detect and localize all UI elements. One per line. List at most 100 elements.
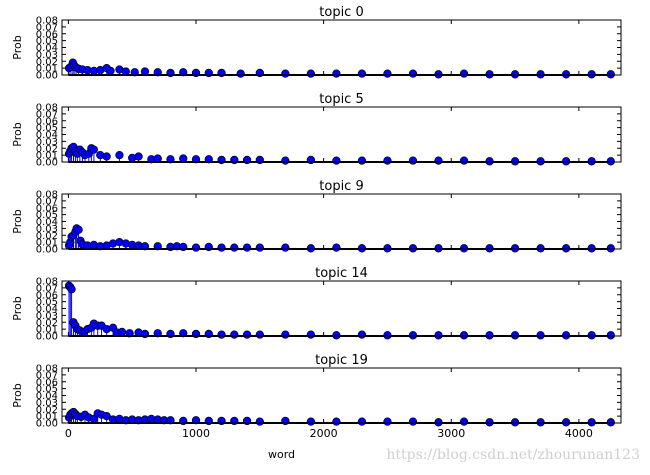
data-point — [485, 331, 494, 340]
data-point — [332, 69, 341, 78]
data-point — [153, 329, 162, 338]
y-tick-label: 0.00 — [36, 419, 58, 430]
data-point — [179, 416, 188, 426]
data-point — [408, 244, 418, 253]
y-tick-label: 0.05 — [36, 384, 58, 395]
data-point — [606, 331, 615, 340]
data-point — [153, 68, 162, 77]
data-point — [242, 243, 252, 252]
data-point — [408, 69, 418, 78]
data-point — [606, 244, 615, 253]
data-point — [281, 69, 290, 78]
data-point — [140, 329, 150, 339]
y-tick-label: 0.00 — [36, 71, 58, 82]
data-point — [408, 156, 418, 165]
data-point — [166, 329, 175, 339]
data-point — [306, 417, 316, 426]
data-point — [281, 156, 290, 165]
y-tick-label: 0.01 — [36, 64, 58, 75]
watermark-text: https://blog.csdn.net/zhourunan123 — [386, 447, 640, 463]
y-axis-label: Prob — [11, 209, 24, 233]
data-point — [332, 417, 341, 426]
data-point — [510, 331, 520, 340]
data-point — [281, 330, 290, 339]
data-point — [587, 157, 596, 166]
data-point — [217, 68, 226, 78]
data-point — [281, 243, 290, 252]
y-axis-label: Prob — [11, 296, 24, 320]
data-point — [125, 329, 134, 338]
data-point — [485, 70, 494, 79]
y-tick-label: 0.01 — [36, 325, 58, 336]
data-point — [510, 418, 520, 427]
data-point — [255, 68, 264, 78]
data-point — [140, 242, 150, 251]
data-point — [357, 69, 367, 78]
y-tick-label: 0.04 — [36, 391, 58, 402]
data-point — [130, 68, 139, 77]
y-tick-label: 0.06 — [36, 116, 58, 127]
data-point — [281, 416, 290, 426]
data-point — [255, 155, 264, 165]
y-tick-label: 0.00 — [36, 332, 58, 343]
y-axis-label: Prob — [11, 122, 24, 146]
data-point — [510, 244, 520, 253]
data-point — [536, 331, 545, 340]
data-point — [166, 155, 175, 164]
data-point — [217, 416, 226, 426]
data-point — [115, 150, 124, 160]
data-point — [357, 156, 367, 165]
data-point — [536, 244, 545, 253]
data-point — [191, 329, 201, 339]
data-point — [89, 145, 99, 154]
data-point — [434, 418, 443, 427]
y-tick-label: 0.08 — [36, 364, 58, 375]
panel-frame — [61, 19, 622, 76]
data-point — [510, 157, 520, 166]
data-point — [230, 330, 239, 339]
y-tick-label: 0.03 — [36, 50, 58, 61]
data-point — [306, 330, 316, 339]
data-point — [561, 70, 571, 79]
data-point — [510, 70, 520, 79]
data-point — [383, 156, 392, 165]
y-tick-label: 0.07 — [36, 196, 58, 207]
panel-frame — [61, 106, 622, 163]
panel-title: topic 14 — [315, 266, 368, 281]
data-point — [306, 69, 316, 78]
data-point — [204, 242, 213, 252]
data-point — [357, 330, 367, 339]
data-point — [587, 331, 596, 340]
data-point — [383, 244, 392, 253]
data-point — [332, 156, 341, 165]
x-tick-label: 2000 — [310, 427, 338, 440]
data-point — [434, 156, 443, 165]
y-tick-label: 0.08 — [36, 16, 58, 27]
data-point — [434, 331, 443, 340]
data-point — [306, 244, 316, 253]
y-tick-label: 0.01 — [36, 412, 58, 423]
data-point — [242, 416, 252, 426]
x-tick-label: 0 — [65, 427, 72, 440]
y-tick-label: 0.07 — [36, 22, 58, 33]
data-point — [230, 243, 239, 252]
data-point — [102, 152, 111, 161]
data-point — [242, 155, 252, 165]
data-point — [383, 417, 392, 426]
data-point — [561, 331, 571, 340]
data-point — [587, 418, 596, 427]
data-point — [191, 155, 201, 164]
data-point — [306, 155, 316, 165]
data-point — [204, 68, 213, 78]
y-tick-label: 0.01 — [36, 151, 58, 162]
data-point — [217, 155, 226, 165]
x-tick-label: 4000 — [565, 427, 593, 440]
y-tick-label: 0.04 — [36, 130, 58, 141]
x-tick-label: 1000 — [182, 427, 210, 440]
data-point — [408, 417, 418, 426]
y-tick-label: 0.08 — [36, 103, 58, 114]
data-point — [255, 417, 264, 426]
data-point — [179, 242, 188, 252]
data-point — [117, 327, 127, 337]
